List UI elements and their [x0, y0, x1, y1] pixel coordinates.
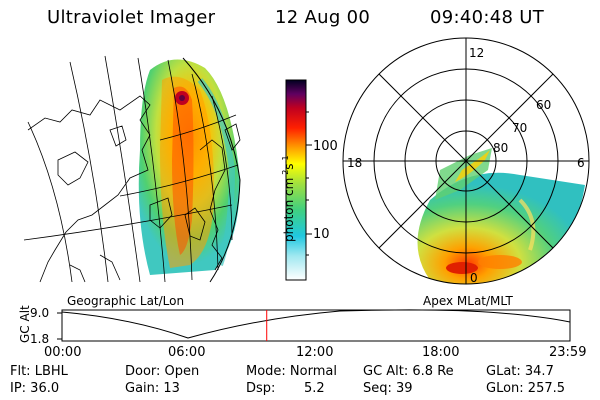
mlat-label-70: 70	[512, 121, 528, 135]
mlat-label-80: 80	[493, 141, 509, 155]
mlat-label-60: 60	[536, 98, 552, 112]
timeline-xtick-1200: 12:00	[296, 345, 334, 360]
gain-info: Gain: 13	[125, 381, 180, 396]
timeline-xtick-1800: 18:00	[422, 345, 460, 360]
timeline-xtick-0000: 00:00	[44, 345, 82, 360]
mlt-label-0: 0	[470, 271, 478, 285]
colorbar-label: photon cm-2s-1	[281, 155, 296, 242]
apex-caption: Apex MLat/MLT	[423, 294, 513, 308]
mlt-label-18: 18	[347, 156, 363, 170]
colorbar-tick-100: 100	[313, 139, 338, 154]
timeline-xtick-0600: 06:00	[168, 345, 206, 360]
earth-limb	[182, 57, 241, 283]
filter-info: Flt: LBHL	[10, 364, 68, 379]
geographic-map	[23, 55, 241, 283]
seq-info: Seq: 39	[363, 381, 413, 396]
mode-info: Mode: Normal	[246, 364, 337, 379]
colorbar	[285, 79, 307, 281]
glat-info: GLat: 34.7	[486, 364, 554, 379]
dsp-label: Dsp:	[246, 381, 276, 396]
instrument-title: Ultraviolet Imager	[47, 7, 216, 28]
timeline-ytick-bottom: 1.8	[30, 332, 50, 346]
glon-info: GLon: 257.5	[486, 381, 566, 396]
observation-date: 12 Aug 00	[275, 7, 371, 28]
mlt-label-12: 12	[469, 46, 485, 60]
timeline-xtick-2359: 23:59	[549, 345, 587, 360]
geographic-caption: Geographic Lat/Lon	[67, 294, 185, 308]
door-info: Door: Open	[125, 364, 200, 379]
polar-dial	[342, 37, 590, 285]
altitude-curve	[61, 309, 571, 339]
dsp-value: 5.2	[304, 381, 325, 396]
mlt-label-6: 6	[577, 156, 585, 170]
emission-hotspot-right	[446, 262, 478, 274]
colorbar-tick-10: 10	[313, 227, 330, 242]
gc-alt-info: GC Alt: 6.8 Re	[363, 364, 454, 379]
ip-info: IP: 36.0	[10, 381, 60, 396]
timeline-ytick-top: 9.0	[30, 306, 50, 320]
altitude-timeline	[57, 309, 571, 342]
observation-time: 09:40:48 UT	[430, 7, 545, 28]
